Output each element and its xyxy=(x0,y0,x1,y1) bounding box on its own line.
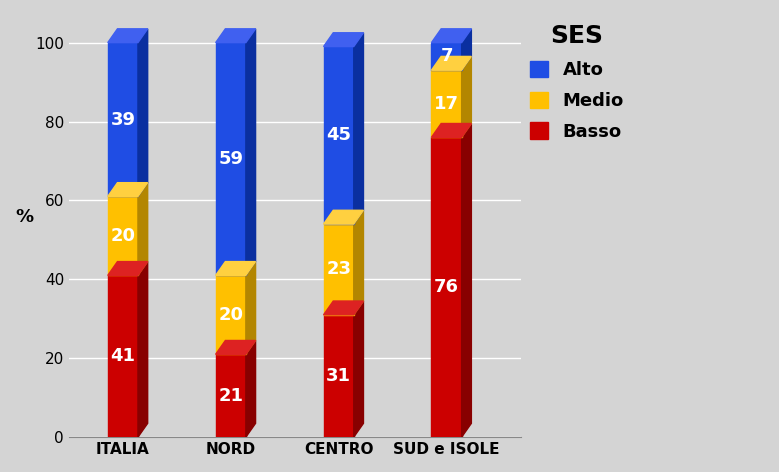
Bar xyxy=(216,354,246,437)
Polygon shape xyxy=(108,183,148,196)
Bar xyxy=(108,275,138,437)
Bar xyxy=(108,42,138,196)
Text: 23: 23 xyxy=(326,261,351,278)
Polygon shape xyxy=(354,33,364,224)
Text: 20: 20 xyxy=(111,227,136,245)
Bar xyxy=(323,315,354,437)
Polygon shape xyxy=(216,29,256,42)
Text: 31: 31 xyxy=(326,367,351,385)
Bar xyxy=(432,42,462,70)
Polygon shape xyxy=(432,29,471,42)
Legend: Alto, Medio, Basso: Alto, Medio, Basso xyxy=(530,24,624,141)
Polygon shape xyxy=(246,29,256,275)
Polygon shape xyxy=(462,29,471,70)
Polygon shape xyxy=(246,261,256,354)
Text: 21: 21 xyxy=(218,387,243,405)
Text: 45: 45 xyxy=(326,126,351,144)
Text: 7: 7 xyxy=(440,47,453,66)
Polygon shape xyxy=(246,340,256,437)
Polygon shape xyxy=(216,261,256,275)
Polygon shape xyxy=(323,33,364,47)
Polygon shape xyxy=(138,261,148,437)
Bar xyxy=(216,42,246,275)
Polygon shape xyxy=(138,29,148,196)
Bar xyxy=(432,70,462,137)
Text: 76: 76 xyxy=(434,278,459,296)
Y-axis label: %: % xyxy=(15,208,33,226)
Polygon shape xyxy=(216,340,256,354)
Polygon shape xyxy=(432,124,471,137)
Polygon shape xyxy=(354,211,364,315)
Polygon shape xyxy=(462,124,471,437)
Polygon shape xyxy=(432,57,471,70)
Text: 41: 41 xyxy=(111,347,136,365)
Bar xyxy=(323,47,354,224)
Text: 20: 20 xyxy=(218,306,243,324)
Text: 39: 39 xyxy=(111,110,136,128)
Polygon shape xyxy=(354,301,364,437)
Polygon shape xyxy=(462,57,471,137)
Bar xyxy=(108,196,138,275)
Polygon shape xyxy=(108,261,148,275)
Polygon shape xyxy=(323,211,364,224)
Text: 59: 59 xyxy=(218,150,243,168)
Polygon shape xyxy=(138,183,148,275)
Bar xyxy=(323,224,354,315)
Polygon shape xyxy=(108,29,148,42)
Bar xyxy=(432,137,462,437)
Polygon shape xyxy=(323,301,364,315)
Bar xyxy=(216,275,246,354)
Text: 17: 17 xyxy=(434,95,459,113)
